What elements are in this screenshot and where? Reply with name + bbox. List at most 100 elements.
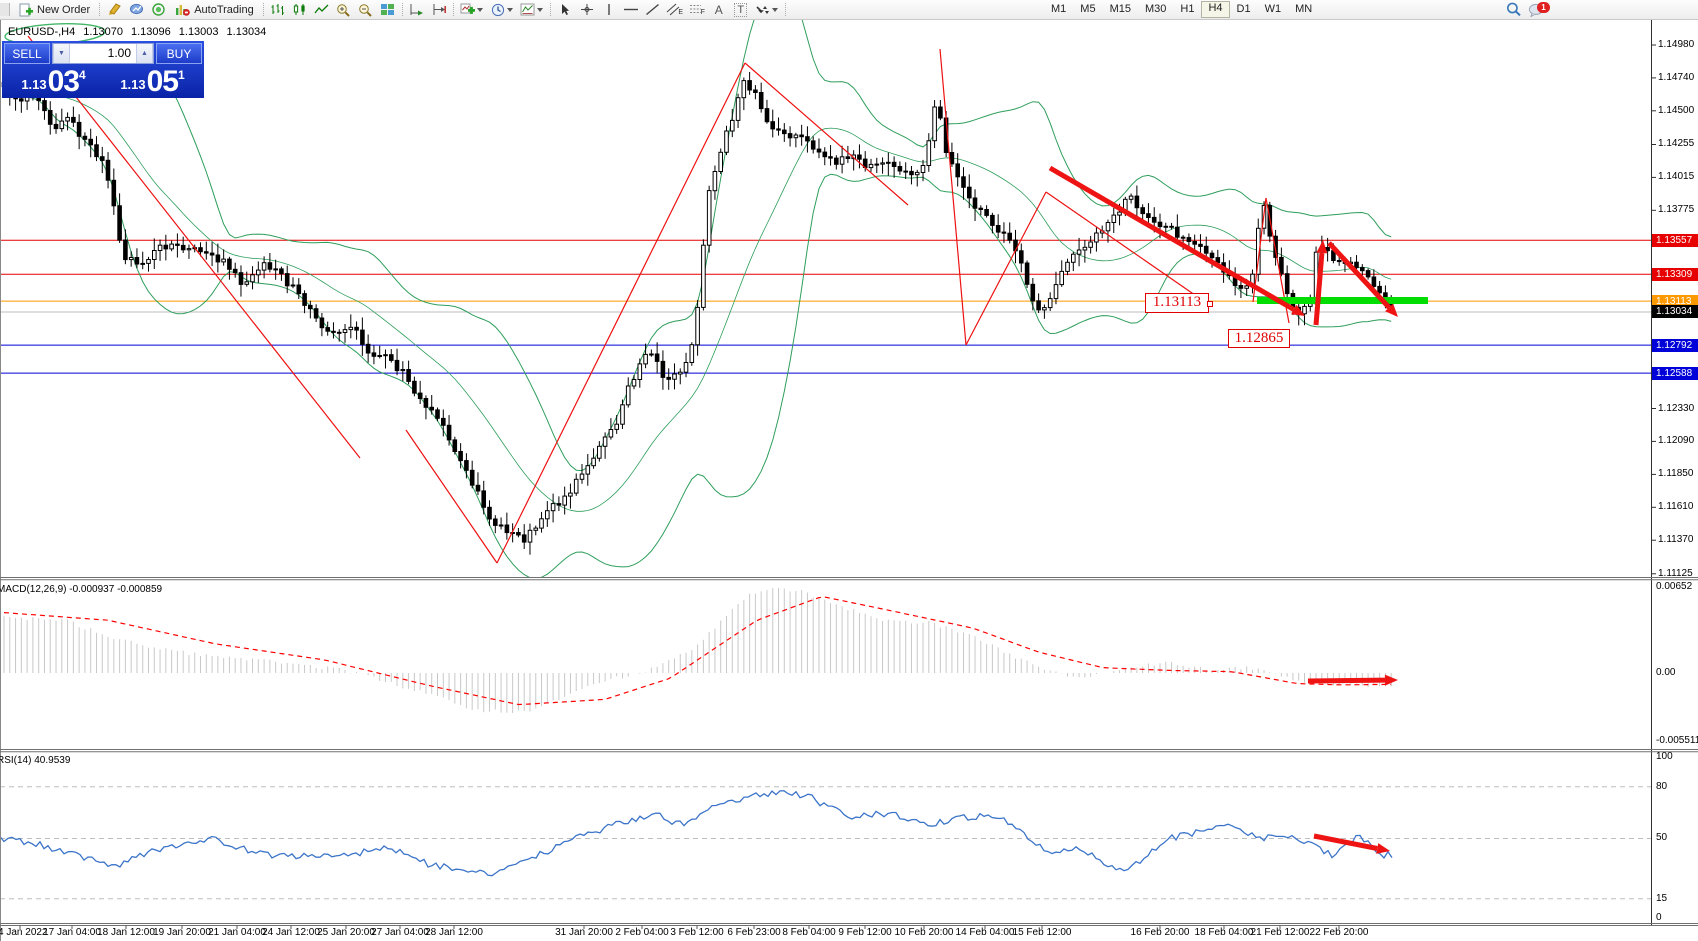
bar-chart-button[interactable] bbox=[267, 1, 289, 18]
macd-signal-line bbox=[3, 596, 1392, 706]
support-zone-rectangle bbox=[1257, 297, 1428, 304]
time-axis-label: 18 Jan 12:00 bbox=[97, 927, 155, 938]
bollinger-bands bbox=[3, 20, 1392, 577]
buy-price-main: 1.13 bbox=[120, 77, 146, 92]
time-axis-label: 18 Feb 04:00 bbox=[1194, 927, 1254, 938]
cursor-tool-button[interactable] bbox=[554, 1, 576, 18]
ohlc-close: 1.13034 bbox=[226, 26, 267, 38]
timeframe-h1[interactable]: H1 bbox=[1180, 3, 1195, 15]
add-indicator-button[interactable] bbox=[457, 1, 487, 18]
price-tick: 1.14500 bbox=[1658, 105, 1695, 116]
time-axis-label: 19 Jan 20:00 bbox=[153, 927, 211, 938]
notifications-button[interactable]: 1 bbox=[1528, 1, 1550, 17]
text-tool-button[interactable]: A bbox=[708, 1, 730, 18]
timeframe-m30[interactable]: M30 bbox=[1144, 3, 1167, 15]
buy-price[interactable]: 1.13 05 1 bbox=[103, 64, 202, 97]
autotrading-button[interactable]: AutoTrading bbox=[169, 1, 260, 18]
time-axis-label: 14 Feb 04:00 bbox=[955, 927, 1015, 938]
volume-input[interactable]: 1.00 bbox=[107, 46, 131, 60]
line-chart-button[interactable] bbox=[311, 1, 333, 18]
toolbar-separator bbox=[549, 3, 551, 16]
horizontal-line-tool-button[interactable] bbox=[620, 1, 642, 18]
crosshair-tool-button[interactable] bbox=[576, 1, 598, 18]
drawing-objects-indicators[interactable] bbox=[4, 21, 1398, 854]
support-callout-2[interactable]: 1.12865 bbox=[1228, 329, 1290, 348]
trendline bbox=[27, 35, 361, 459]
price-tick: 1.11850 bbox=[1658, 468, 1694, 479]
template-button[interactable] bbox=[517, 1, 547, 18]
shapes-tool-button[interactable] bbox=[752, 1, 782, 18]
channel-tool-button[interactable]: E bbox=[664, 1, 686, 18]
support-callout-1[interactable]: 1.13113 bbox=[1145, 293, 1213, 313]
zoom-out-button[interactable] bbox=[355, 1, 377, 18]
rsi-layer bbox=[0, 786, 1651, 900]
candlestick-chart-button[interactable] bbox=[289, 1, 311, 18]
zoom-in-icon bbox=[337, 3, 350, 17]
timeframe-m5[interactable]: M5 bbox=[1080, 3, 1096, 15]
macd-indicator-label: MACD(12,26,9) -0.000937 -0.000859 bbox=[0, 584, 163, 595]
volume-decrease-button[interactable]: ▼ bbox=[53, 44, 70, 63]
zoom-in-button[interactable] bbox=[333, 1, 355, 18]
sell-price-big: 03 bbox=[47, 65, 80, 98]
time-axis-label: 8 Feb 04:00 bbox=[782, 927, 836, 938]
trend-arrow bbox=[1048, 165, 1296, 312]
buy-button[interactable]: BUY bbox=[156, 43, 202, 64]
rsi-indicator-label: RSI(14) 40.9539 bbox=[0, 755, 71, 766]
time-axis-label: 24 Jan 12:00 bbox=[262, 927, 320, 938]
search-icon[interactable] bbox=[1506, 2, 1522, 17]
chart-shift-icon bbox=[433, 4, 446, 15]
macd-scale-label: 0.00652 bbox=[1656, 581, 1693, 592]
sell-button[interactable]: SELL bbox=[4, 43, 50, 64]
autotrading-icon bbox=[176, 5, 190, 16]
time-axis-label: 14 Jan 2022 bbox=[0, 927, 48, 938]
fibonacci-tool-button[interactable]: F bbox=[686, 1, 708, 18]
timeframe-d1[interactable]: D1 bbox=[1236, 3, 1251, 15]
sell-price-main: 1.13 bbox=[21, 77, 47, 92]
price-tick: 1.14255 bbox=[1658, 138, 1695, 149]
trendline bbox=[744, 62, 909, 206]
time-axis-label: 10 Feb 20:00 bbox=[894, 927, 954, 938]
timeframe-w1[interactable]: W1 bbox=[1264, 3, 1282, 15]
vertical-line-tool-button[interactable] bbox=[598, 1, 620, 18]
channel-icon bbox=[667, 3, 680, 16]
price-level-label: 1.13034 bbox=[1652, 305, 1698, 318]
autotrading-label: AutoTrading bbox=[194, 3, 254, 16]
sell-price[interactable]: 1.13 03 4 bbox=[4, 64, 103, 98]
period-button[interactable] bbox=[487, 1, 517, 18]
volume-control: ▼ 1.00 ▲ bbox=[52, 43, 154, 64]
market-button[interactable] bbox=[125, 1, 147, 18]
metaeditor-button[interactable] bbox=[103, 1, 125, 18]
timeframe-m1[interactable]: M1 bbox=[1051, 3, 1067, 15]
tile-windows-button[interactable] bbox=[377, 1, 399, 18]
dropdown-arrow-icon bbox=[537, 7, 544, 12]
candles-layer bbox=[1, 72, 1394, 555]
add-indicator-icon bbox=[460, 3, 476, 14]
trendline-tool-button[interactable] bbox=[642, 1, 664, 18]
trend-arrow bbox=[1307, 677, 1386, 684]
price-level-label: 1.12588 bbox=[1652, 367, 1698, 380]
toolbar-right-icons: 1 bbox=[1506, 0, 1550, 19]
one-click-trading-panel: SELL ▼ 1.00 ▲ BUY 1.13 03 4 1.13 05 1 bbox=[2, 41, 204, 98]
timeframe-m15[interactable]: M15 bbox=[1109, 3, 1131, 15]
volume-increase-button[interactable]: ▲ bbox=[136, 44, 153, 63]
timeframe-mn[interactable]: MN bbox=[1295, 3, 1313, 15]
time-axis-label: 9 Feb 12:00 bbox=[838, 927, 892, 938]
trendline bbox=[939, 48, 967, 346]
timeframe-h4[interactable]: H4 bbox=[1201, 1, 1230, 18]
time-axis-label: 15 Feb 12:00 bbox=[1012, 927, 1072, 938]
time-axis-label: 6 Feb 23:00 bbox=[727, 927, 781, 938]
price-level-label: 1.13113 bbox=[1652, 295, 1698, 308]
level-lines[interactable] bbox=[0, 239, 1651, 374]
price-level-label: 1.12792 bbox=[1652, 339, 1698, 352]
chart-shift-button[interactable] bbox=[428, 1, 450, 18]
toolbar: New Order AutoTrading bbox=[0, 0, 1698, 20]
new-order-button[interactable]: New Order bbox=[13, 1, 96, 18]
trendline bbox=[405, 429, 498, 564]
cursor-icon bbox=[561, 4, 569, 15]
text-label-icon: T bbox=[734, 2, 748, 17]
autoscroll-button[interactable] bbox=[406, 1, 428, 18]
text-label-tool-button[interactable]: T bbox=[730, 1, 752, 18]
drawing-objects[interactable] bbox=[27, 35, 1428, 564]
signals-button[interactable] bbox=[147, 1, 169, 18]
